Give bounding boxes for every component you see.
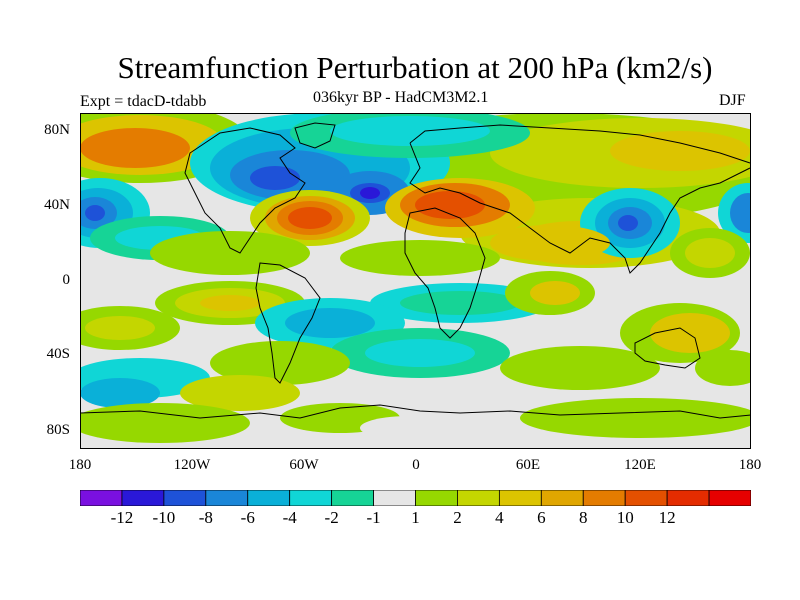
colorbar-label: -2 — [324, 508, 339, 527]
colorbar-swatch — [289, 490, 333, 506]
season-label: DJF — [719, 92, 746, 109]
colorbar-swatch — [540, 490, 584, 506]
colorbar-swatch — [457, 490, 500, 506]
colorbar — [80, 490, 751, 506]
lat-label-0: 0 — [62, 272, 71, 288]
lon-label-120w: 120W — [173, 457, 211, 473]
colorbar-label: -12 — [110, 508, 134, 527]
experiment-label: Expt = tdacD-tdabb — [80, 93, 207, 110]
colorbar-swatch — [373, 490, 416, 506]
lat-label-40n: 40N — [44, 197, 70, 213]
colorbar-swatch — [708, 490, 751, 506]
lat-label-80s: 80S — [46, 422, 70, 438]
colorbar-label: 12 — [658, 508, 676, 527]
continent-outlines — [80, 122, 751, 419]
colorbar-swatch — [163, 490, 207, 506]
lon-label-0: 0 — [412, 457, 420, 473]
colorbar-swatch — [331, 490, 374, 506]
lon-label-180e: 180 — [738, 457, 762, 473]
colorbar-label: -10 — [152, 508, 176, 527]
colorbar-label: -4 — [282, 508, 297, 527]
colorbar-swatch — [666, 490, 710, 506]
lon-label-180w: 180 — [68, 457, 92, 473]
colorbar-label: 1 — [411, 508, 420, 527]
lat-label-80n: 80N — [44, 122, 70, 138]
colorbar-label: -8 — [198, 508, 213, 527]
colorbar-label: -6 — [240, 508, 255, 527]
lon-label-60e: 60E — [515, 457, 541, 473]
lon-label-120e: 120E — [624, 457, 656, 473]
streamfunction-map — [80, 113, 751, 449]
colorbar-label: 2 — [453, 508, 462, 527]
colorbar-swatch — [205, 490, 249, 506]
colorbar-label: 6 — [537, 508, 546, 527]
lon-label-60w: 60W — [289, 457, 319, 473]
colorbar-swatch — [498, 490, 542, 506]
map-frame — [80, 113, 751, 449]
chart-subtitle: 036kyr BP - HadCM3M2.1 — [313, 89, 489, 106]
colorbar-label: 4 — [495, 508, 504, 527]
colorbar-label: 10 — [616, 508, 634, 527]
colorbar-swatch — [247, 490, 291, 506]
colorbar-swatch — [624, 490, 668, 506]
colorbar-swatch — [582, 490, 626, 506]
colorbar-label: -1 — [366, 508, 381, 527]
colorbar-swatch — [80, 490, 123, 506]
colorbar-swatch — [415, 490, 458, 506]
colorbar-swatch — [121, 490, 165, 506]
lat-label-40s: 40S — [46, 346, 70, 362]
colorbar-label: 8 — [579, 508, 588, 527]
contour-fill-layer — [80, 113, 751, 443]
chart-title: Streamfunction Perturbation at 200 hPa (… — [117, 50, 713, 85]
